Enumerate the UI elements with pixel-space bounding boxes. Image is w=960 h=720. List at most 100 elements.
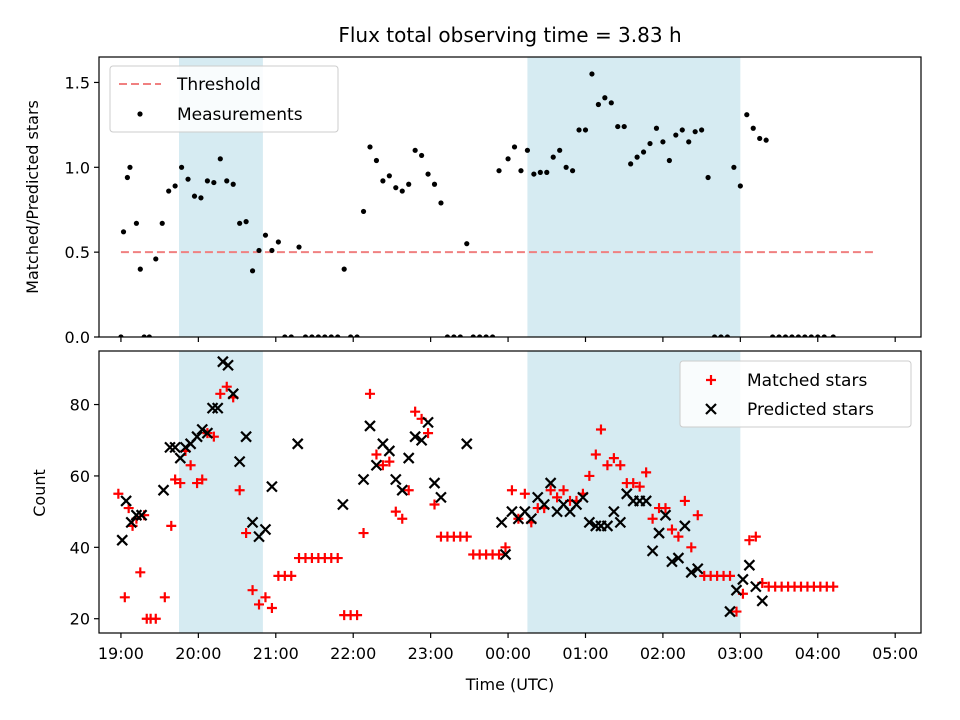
measurement-point <box>198 195 204 201</box>
measurement-point <box>640 149 647 155</box>
measurement-point <box>399 188 405 194</box>
predicted-star-point <box>246 516 259 529</box>
x-tick-label: 02:00 <box>640 644 686 663</box>
matched-star-point <box>403 485 414 496</box>
measurement-point <box>544 169 550 175</box>
matched-star-point <box>113 488 124 499</box>
matched-star-point <box>377 460 388 471</box>
matched-star-point <box>397 513 408 524</box>
measurement-point <box>133 220 140 226</box>
y-tick-label: 1.5 <box>65 73 90 92</box>
matched-star-point <box>266 603 277 614</box>
matched-star-point <box>461 531 472 542</box>
predicted-star-point <box>191 430 203 443</box>
matched-star-point <box>390 506 401 517</box>
measurement-point <box>354 334 360 337</box>
measurement-point <box>524 147 531 153</box>
matched-star-point <box>150 613 161 624</box>
matched-star-point <box>725 570 736 581</box>
measurement-point <box>328 334 334 337</box>
measurement-point <box>711 334 718 337</box>
predicted-star-point <box>428 477 441 489</box>
predicted-star-point <box>583 516 596 529</box>
measurement-point <box>602 95 608 101</box>
predicted-star-point <box>201 427 214 439</box>
measurement-point <box>666 157 672 164</box>
measurement-point <box>615 123 621 130</box>
matched-star-point <box>545 485 556 496</box>
predicted-star-point <box>460 438 473 450</box>
matched-star-point <box>500 542 511 553</box>
y-tick-label: 60 <box>70 467 90 486</box>
measurement-point <box>550 154 556 160</box>
predicted-star-point <box>653 527 665 539</box>
measurement-point <box>269 247 275 254</box>
measurement-point <box>406 181 412 187</box>
predicted-star-point <box>135 509 148 521</box>
legend-threshold-label: Threshold <box>176 75 261 95</box>
measurement-point <box>341 266 347 272</box>
x-axis-label: Time (UTC) <box>465 675 554 694</box>
predicted-star-point <box>174 452 187 464</box>
measurement-point <box>795 334 802 337</box>
measurement-point <box>737 183 743 189</box>
measurement-point <box>224 178 230 184</box>
measurement-point <box>518 168 524 174</box>
predicted-star-point <box>577 491 589 504</box>
measurement-point <box>191 193 198 199</box>
predicted-star-point <box>409 430 421 443</box>
predicted-star-point <box>116 534 129 546</box>
matched-star-point <box>197 474 208 485</box>
matched-star-point <box>602 460 613 471</box>
legend-predicted-swatch <box>705 403 717 415</box>
matched-star-point <box>519 488 530 499</box>
measurement-point <box>302 334 309 337</box>
measurement-point <box>531 171 537 177</box>
matched-star-point <box>584 470 595 481</box>
measurement-point <box>776 334 782 337</box>
measurement-point <box>815 334 821 337</box>
matched-star-point <box>234 485 245 496</box>
predicted-star-point <box>125 516 138 529</box>
measurement-point <box>315 334 321 337</box>
predicted-star-point <box>499 548 512 561</box>
legend-bottom <box>679 360 912 428</box>
matched-star-point <box>241 528 252 539</box>
measurement-point <box>802 334 808 337</box>
y-tick-label: 20 <box>70 610 90 629</box>
axes-frame-1 <box>98 350 922 634</box>
measurement-point <box>393 185 399 191</box>
measurement-point <box>569 168 576 174</box>
measurement-point <box>505 156 511 162</box>
y-tick-label: 1.0 <box>65 158 90 177</box>
predicted-star-point <box>750 580 762 593</box>
matched-star-point <box>641 467 652 478</box>
measurement-point <box>380 178 386 184</box>
measurement-point <box>628 161 634 167</box>
matched-star-point <box>552 492 563 503</box>
predicted-star-point <box>743 559 756 571</box>
measurement-point <box>576 127 582 133</box>
measurement-point <box>451 334 457 337</box>
measurement-point <box>457 334 463 337</box>
predicted-star-point <box>544 477 557 489</box>
matched-star-point <box>358 528 369 539</box>
matched-star-point <box>686 542 697 553</box>
matched-star-point <box>185 460 196 471</box>
measurement-point <box>335 334 341 337</box>
predicted-star-point <box>402 452 415 464</box>
matched-star-point <box>352 610 363 621</box>
measurement-point <box>477 334 483 337</box>
measurement-point <box>373 157 380 164</box>
x-tick-label: 23:00 <box>408 644 454 663</box>
matched-star-point <box>660 503 671 514</box>
measurement-point <box>724 334 731 337</box>
matched-star-point <box>192 478 203 489</box>
legend-measurements-swatch <box>137 111 143 117</box>
measurement-point <box>647 140 653 147</box>
measurement-point <box>431 181 438 187</box>
predicted-star-point <box>608 505 620 518</box>
measurement-point <box>744 112 750 118</box>
matched-star-point <box>595 424 606 435</box>
predicted-star-point <box>659 509 672 521</box>
